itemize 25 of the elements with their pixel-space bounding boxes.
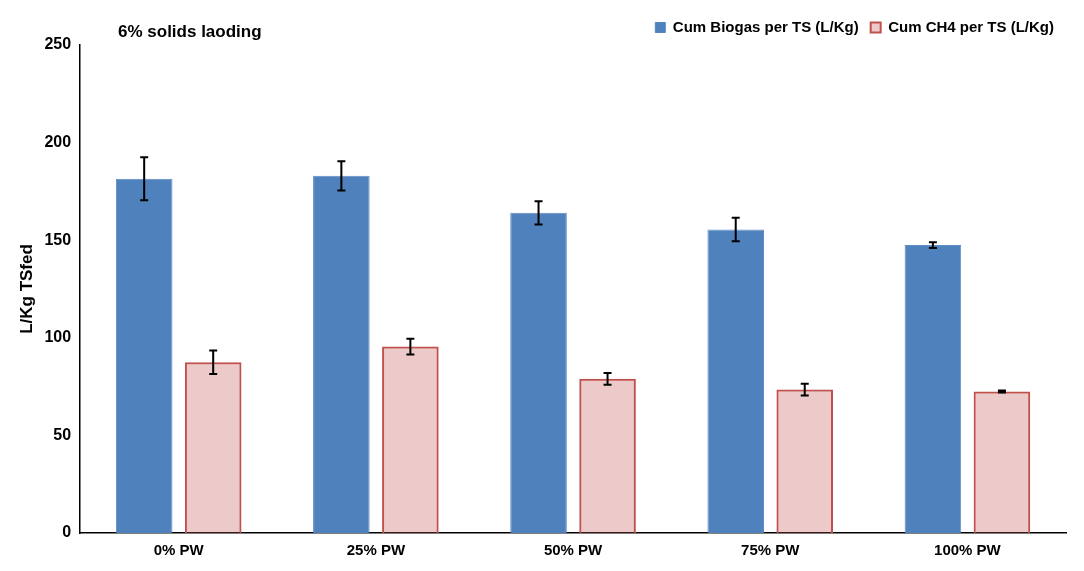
bar xyxy=(973,391,1031,533)
legend-label: Cum Biogas per TS (L/Kg) xyxy=(672,17,859,35)
x-tick-label: 25% PW xyxy=(346,541,406,559)
bar xyxy=(184,362,242,533)
y-tick-label: 100 xyxy=(44,328,72,346)
y-tick-label: 250 xyxy=(44,35,72,53)
x-tick-label: 50% PW xyxy=(543,541,604,559)
x-tick-label: 0% PW xyxy=(153,541,205,559)
x-tick-label: 75% PW xyxy=(741,541,801,559)
bar xyxy=(579,378,636,533)
y-tick-label: 50 xyxy=(53,425,72,443)
bar xyxy=(313,175,370,533)
chart-title: 6% solids laoding xyxy=(118,22,262,42)
y-tick-label: 0 xyxy=(62,523,72,541)
bar xyxy=(510,212,567,533)
y-axis-title: L/Kg TSfed xyxy=(16,244,36,334)
bar xyxy=(382,346,439,533)
y-tick-label: 200 xyxy=(44,133,72,151)
bar xyxy=(707,229,765,533)
legend-label: Cum CH4 per TS (L/Kg) xyxy=(888,17,1055,35)
y-tick-label: 150 xyxy=(44,230,72,248)
bar xyxy=(115,178,173,533)
bar xyxy=(904,245,962,533)
bar xyxy=(776,389,834,533)
x-tick-label: 100% PW xyxy=(934,541,1002,559)
